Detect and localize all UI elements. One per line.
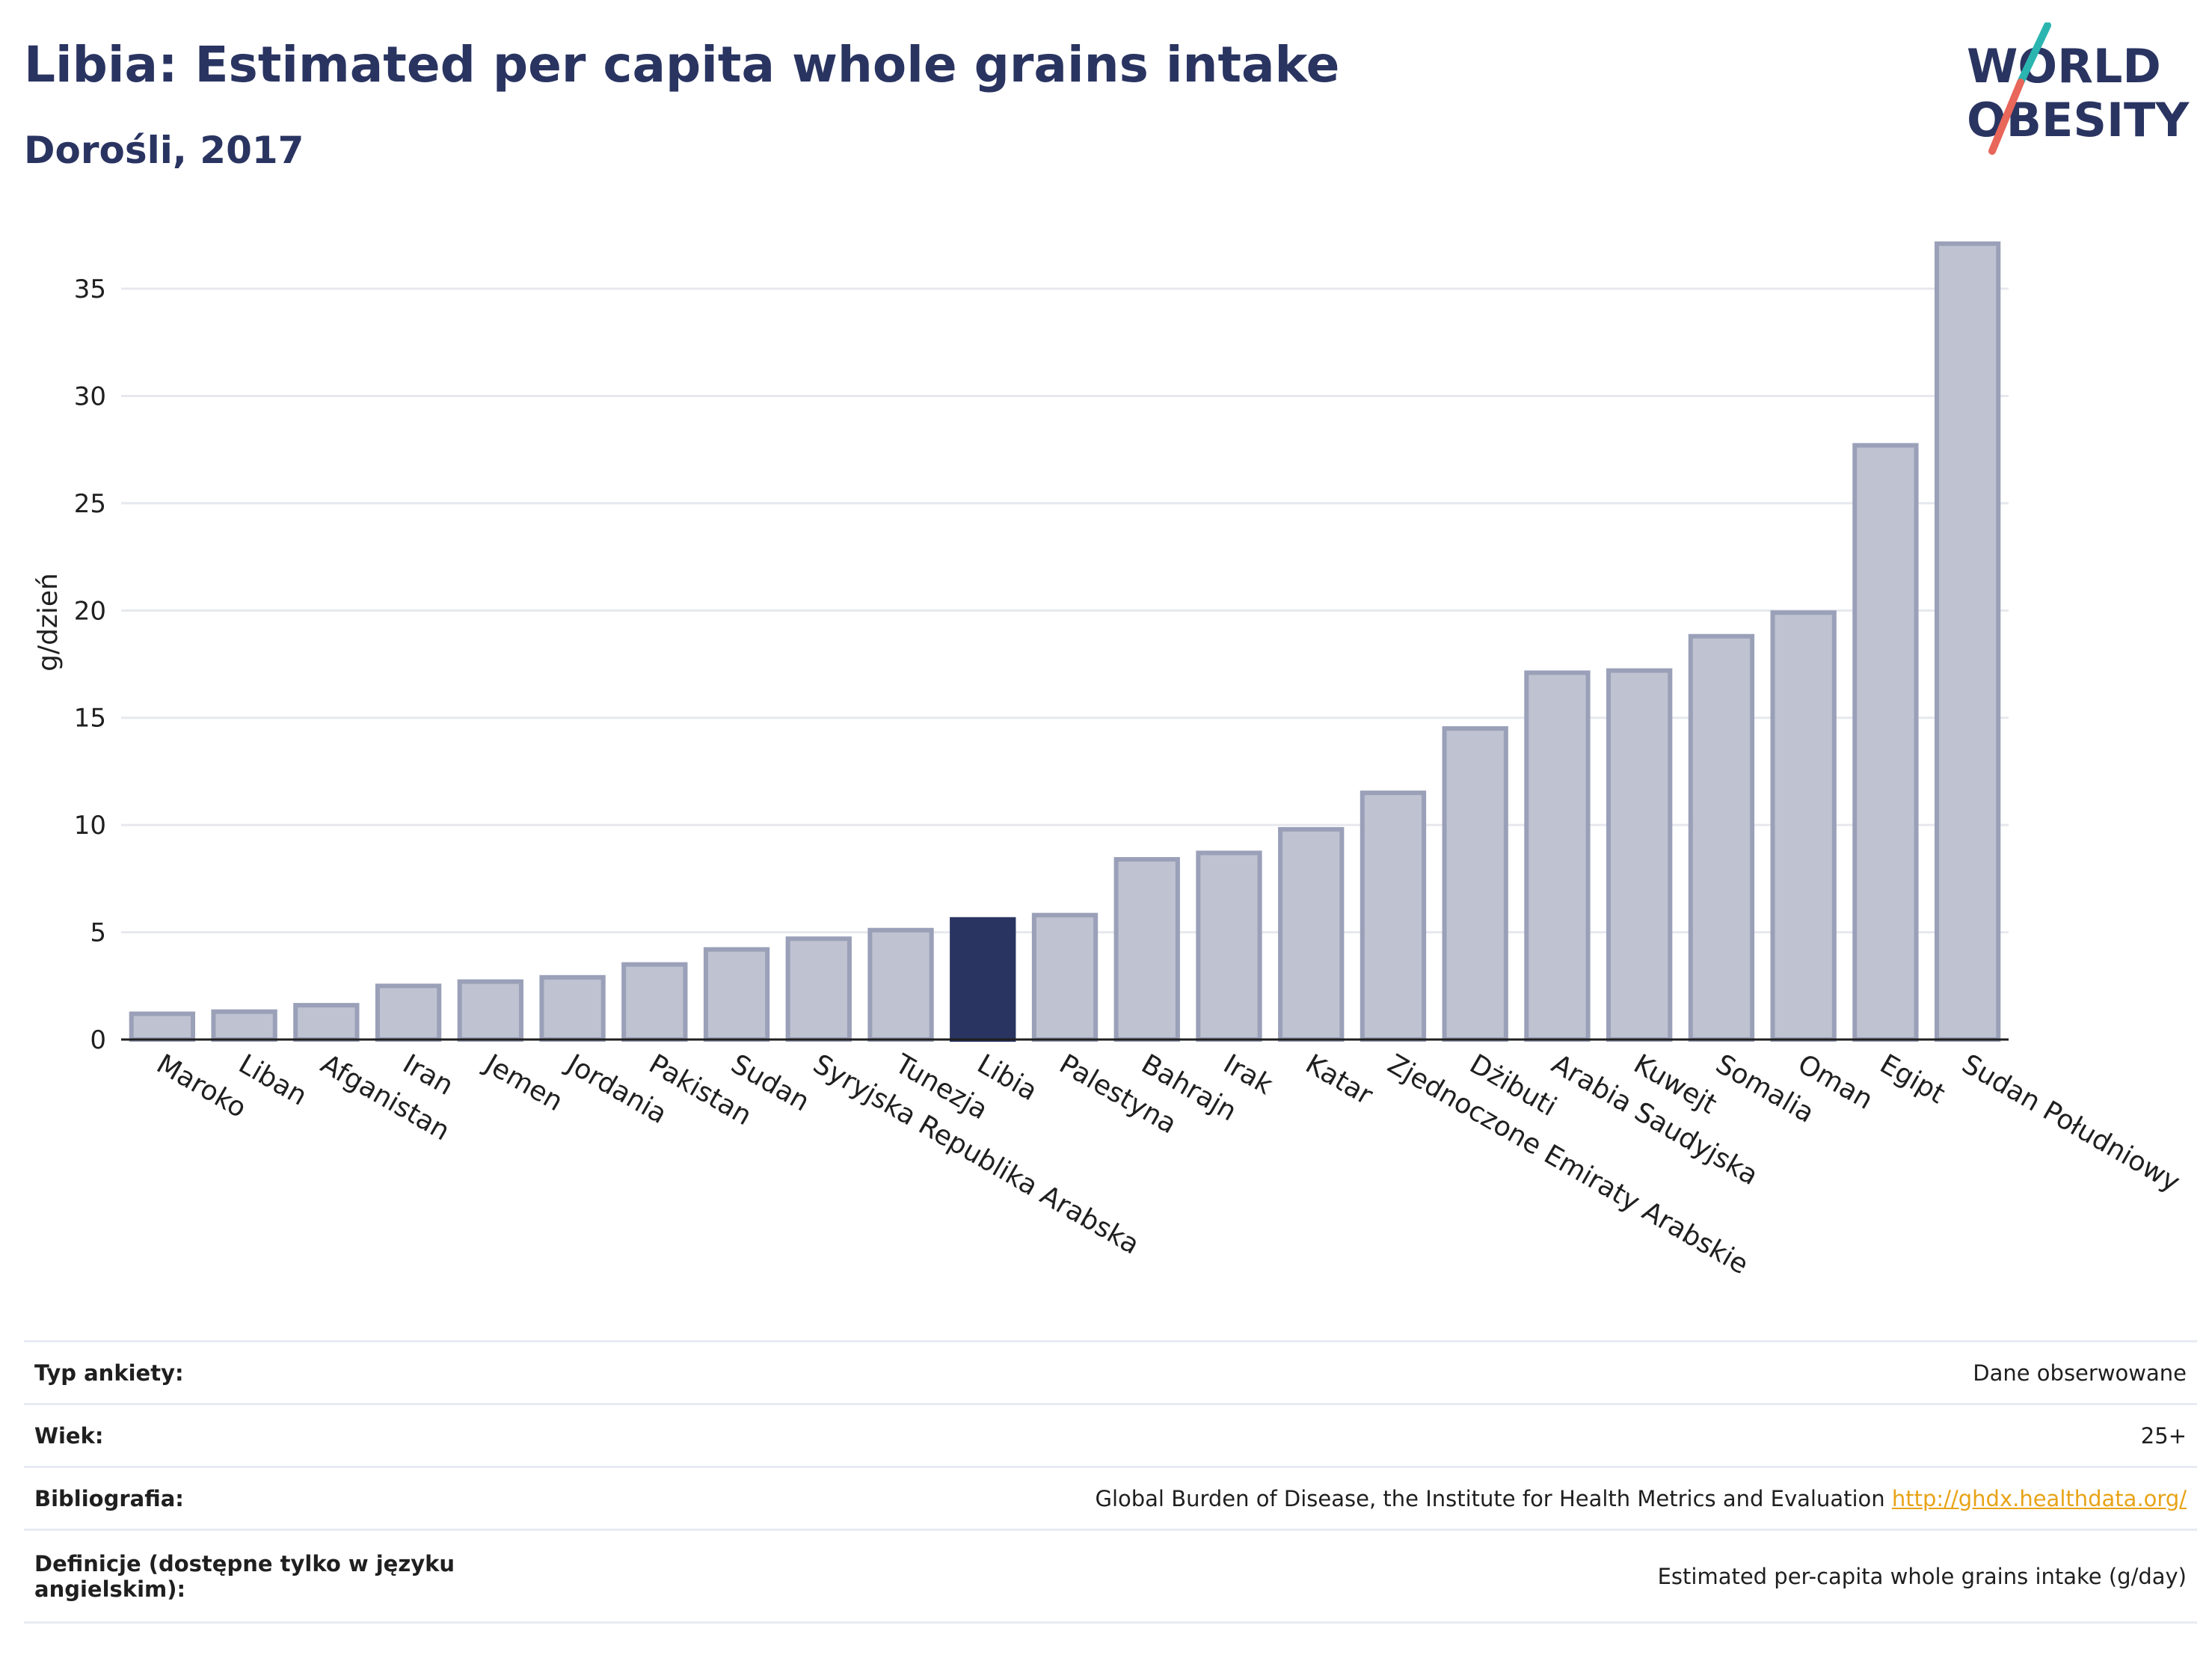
y-tick-label: 10 — [74, 811, 106, 841]
bar-zjednoczone-emiraty-arabskie — [1360, 790, 1427, 1042]
y-tick-label: 15 — [74, 704, 106, 734]
bar-katar — [1278, 826, 1345, 1043]
metadata-row: Typ ankiety: Dane obserwowane — [24, 1340, 2197, 1404]
logo-line1: WORLD — [1967, 39, 2161, 93]
y-tick-label: 30 — [74, 381, 106, 411]
bar-palestyna — [1031, 912, 1099, 1043]
bar-bahrajn — [1113, 857, 1180, 1042]
bar-syryjska-republika-arabska — [785, 936, 852, 1042]
bar-arabia-saudyjska — [1524, 670, 1591, 1042]
bar-sudan — [703, 947, 770, 1043]
bar-irak — [1196, 850, 1262, 1043]
metadata-value: Estimated per-capita whole grains intake… — [509, 1529, 2197, 1624]
bar-afganistan — [293, 1003, 360, 1042]
bar-jemen — [457, 979, 523, 1042]
metadata-value: Dane obserwowane — [509, 1340, 2197, 1404]
x-tick-label: Katar — [1300, 1048, 1378, 1111]
bar-egipt — [1852, 443, 1919, 1042]
x-tick-label: Jemen — [479, 1048, 568, 1117]
y-tick-label: 20 — [74, 596, 106, 626]
bar-liban — [211, 1009, 277, 1043]
metadata-key: Wiek: — [24, 1403, 509, 1467]
world-obesity-logo: WORLD OBESITY — [1967, 22, 2190, 155]
metadata-row: Wiek: 25+ — [24, 1403, 2197, 1467]
metadata-value-text: Dane obserwowane — [1973, 1360, 2187, 1386]
x-tick-label: Sudan Południowy — [1957, 1048, 2185, 1198]
bar-maroko — [129, 1011, 196, 1043]
bars — [129, 241, 2001, 1043]
metadata-key: Bibliografia: — [24, 1466, 509, 1530]
logo-slash-teal — [2017, 22, 2051, 86]
bar-dżibuti — [1442, 726, 1508, 1042]
bar-libia — [950, 917, 1016, 1042]
logo-slash-red — [1988, 79, 2024, 155]
metadata-table: Typ ankiety: Dane obserwowane Wiek: 25+ Bibl… — [24, 1340, 2197, 1624]
metadata-value-text: 25+ — [2140, 1422, 2187, 1449]
y-tick-label: 0 — [90, 1025, 106, 1055]
metadata-value-text: Estimated per-capita whole grains intake… — [1657, 1563, 2187, 1589]
bar-tunezja — [867, 927, 934, 1043]
chart-subtitle: Dorośli, 2017 — [24, 129, 304, 172]
bar-somalia — [1688, 633, 1755, 1042]
y-tick-label: 25 — [74, 489, 106, 519]
bar-oman — [1770, 610, 1837, 1042]
metadata-row: Definicje (dostępne tylko w języku angie… — [24, 1529, 2197, 1624]
bar-pakistan — [621, 962, 688, 1042]
chart-title: Libia: Estimated per capita whole grains… — [24, 36, 1340, 93]
bar-kuwejt — [1606, 668, 1673, 1042]
metadata-value: Global Burden of Disease, the Institute … — [509, 1466, 2197, 1530]
bar-sudan-południowy — [1934, 241, 2001, 1042]
metadata-value: 25+ — [509, 1403, 2197, 1467]
bar-jordania — [539, 974, 606, 1043]
y-tick-label: 35 — [74, 274, 106, 304]
metadata-value-text: Global Burden of Disease, the Institute … — [1095, 1485, 1885, 1511]
metadata-key: Typ ankiety: — [24, 1340, 509, 1404]
bar-iran — [375, 983, 442, 1042]
y-axis-label: g/dzień — [33, 573, 64, 672]
metadata-row: Bibliografia: Global Burden of Disease, t… — [24, 1466, 2197, 1530]
x-tick-label: Maroko — [151, 1048, 251, 1124]
x-tick-label: Egipt — [1875, 1048, 1950, 1110]
y-tick-label: 5 — [90, 918, 106, 948]
source-link[interactable]: http://ghdx.healthdata.org/ — [1891, 1485, 2187, 1511]
metadata-key: Definicje (dostępne tylko w języku angie… — [24, 1529, 509, 1624]
